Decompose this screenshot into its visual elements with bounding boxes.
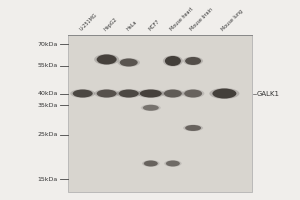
Ellipse shape	[118, 58, 140, 67]
Ellipse shape	[137, 89, 165, 98]
Text: HepG2: HepG2	[103, 17, 118, 32]
Ellipse shape	[70, 89, 95, 98]
Text: 40kDa: 40kDa	[38, 91, 58, 96]
Text: 70kDa: 70kDa	[38, 42, 58, 47]
Ellipse shape	[185, 125, 201, 131]
Text: Mouse brain: Mouse brain	[190, 7, 214, 32]
Ellipse shape	[119, 90, 139, 98]
Ellipse shape	[140, 90, 162, 98]
Text: U-251MG: U-251MG	[79, 12, 99, 32]
Text: HeLa: HeLa	[125, 20, 138, 32]
Ellipse shape	[163, 55, 183, 66]
Ellipse shape	[185, 57, 201, 65]
Text: Mouse lung: Mouse lung	[221, 9, 244, 32]
Ellipse shape	[116, 89, 141, 98]
Bar	[68, 35, 252, 192]
Ellipse shape	[97, 54, 117, 64]
Ellipse shape	[97, 90, 117, 98]
Text: Mouse heart: Mouse heart	[169, 7, 194, 32]
Ellipse shape	[162, 89, 184, 98]
Ellipse shape	[183, 57, 203, 65]
Ellipse shape	[212, 89, 236, 99]
Ellipse shape	[166, 160, 180, 166]
Ellipse shape	[164, 160, 182, 167]
Text: 35kDa: 35kDa	[38, 103, 58, 108]
Ellipse shape	[165, 56, 181, 66]
Ellipse shape	[184, 90, 202, 98]
Ellipse shape	[143, 105, 159, 111]
Ellipse shape	[142, 160, 160, 167]
Text: MCF7: MCF7	[147, 19, 160, 32]
Text: 55kDa: 55kDa	[38, 63, 58, 68]
Ellipse shape	[141, 104, 161, 111]
Ellipse shape	[144, 160, 158, 166]
Text: 25kDa: 25kDa	[38, 132, 58, 137]
Ellipse shape	[94, 89, 119, 98]
Text: 15kDa: 15kDa	[38, 177, 58, 182]
Ellipse shape	[164, 90, 182, 98]
Ellipse shape	[183, 125, 203, 131]
Ellipse shape	[73, 90, 93, 98]
Ellipse shape	[209, 88, 239, 99]
Text: GALK1: GALK1	[257, 91, 280, 97]
Ellipse shape	[94, 54, 119, 65]
Ellipse shape	[120, 58, 138, 66]
Ellipse shape	[182, 89, 204, 98]
